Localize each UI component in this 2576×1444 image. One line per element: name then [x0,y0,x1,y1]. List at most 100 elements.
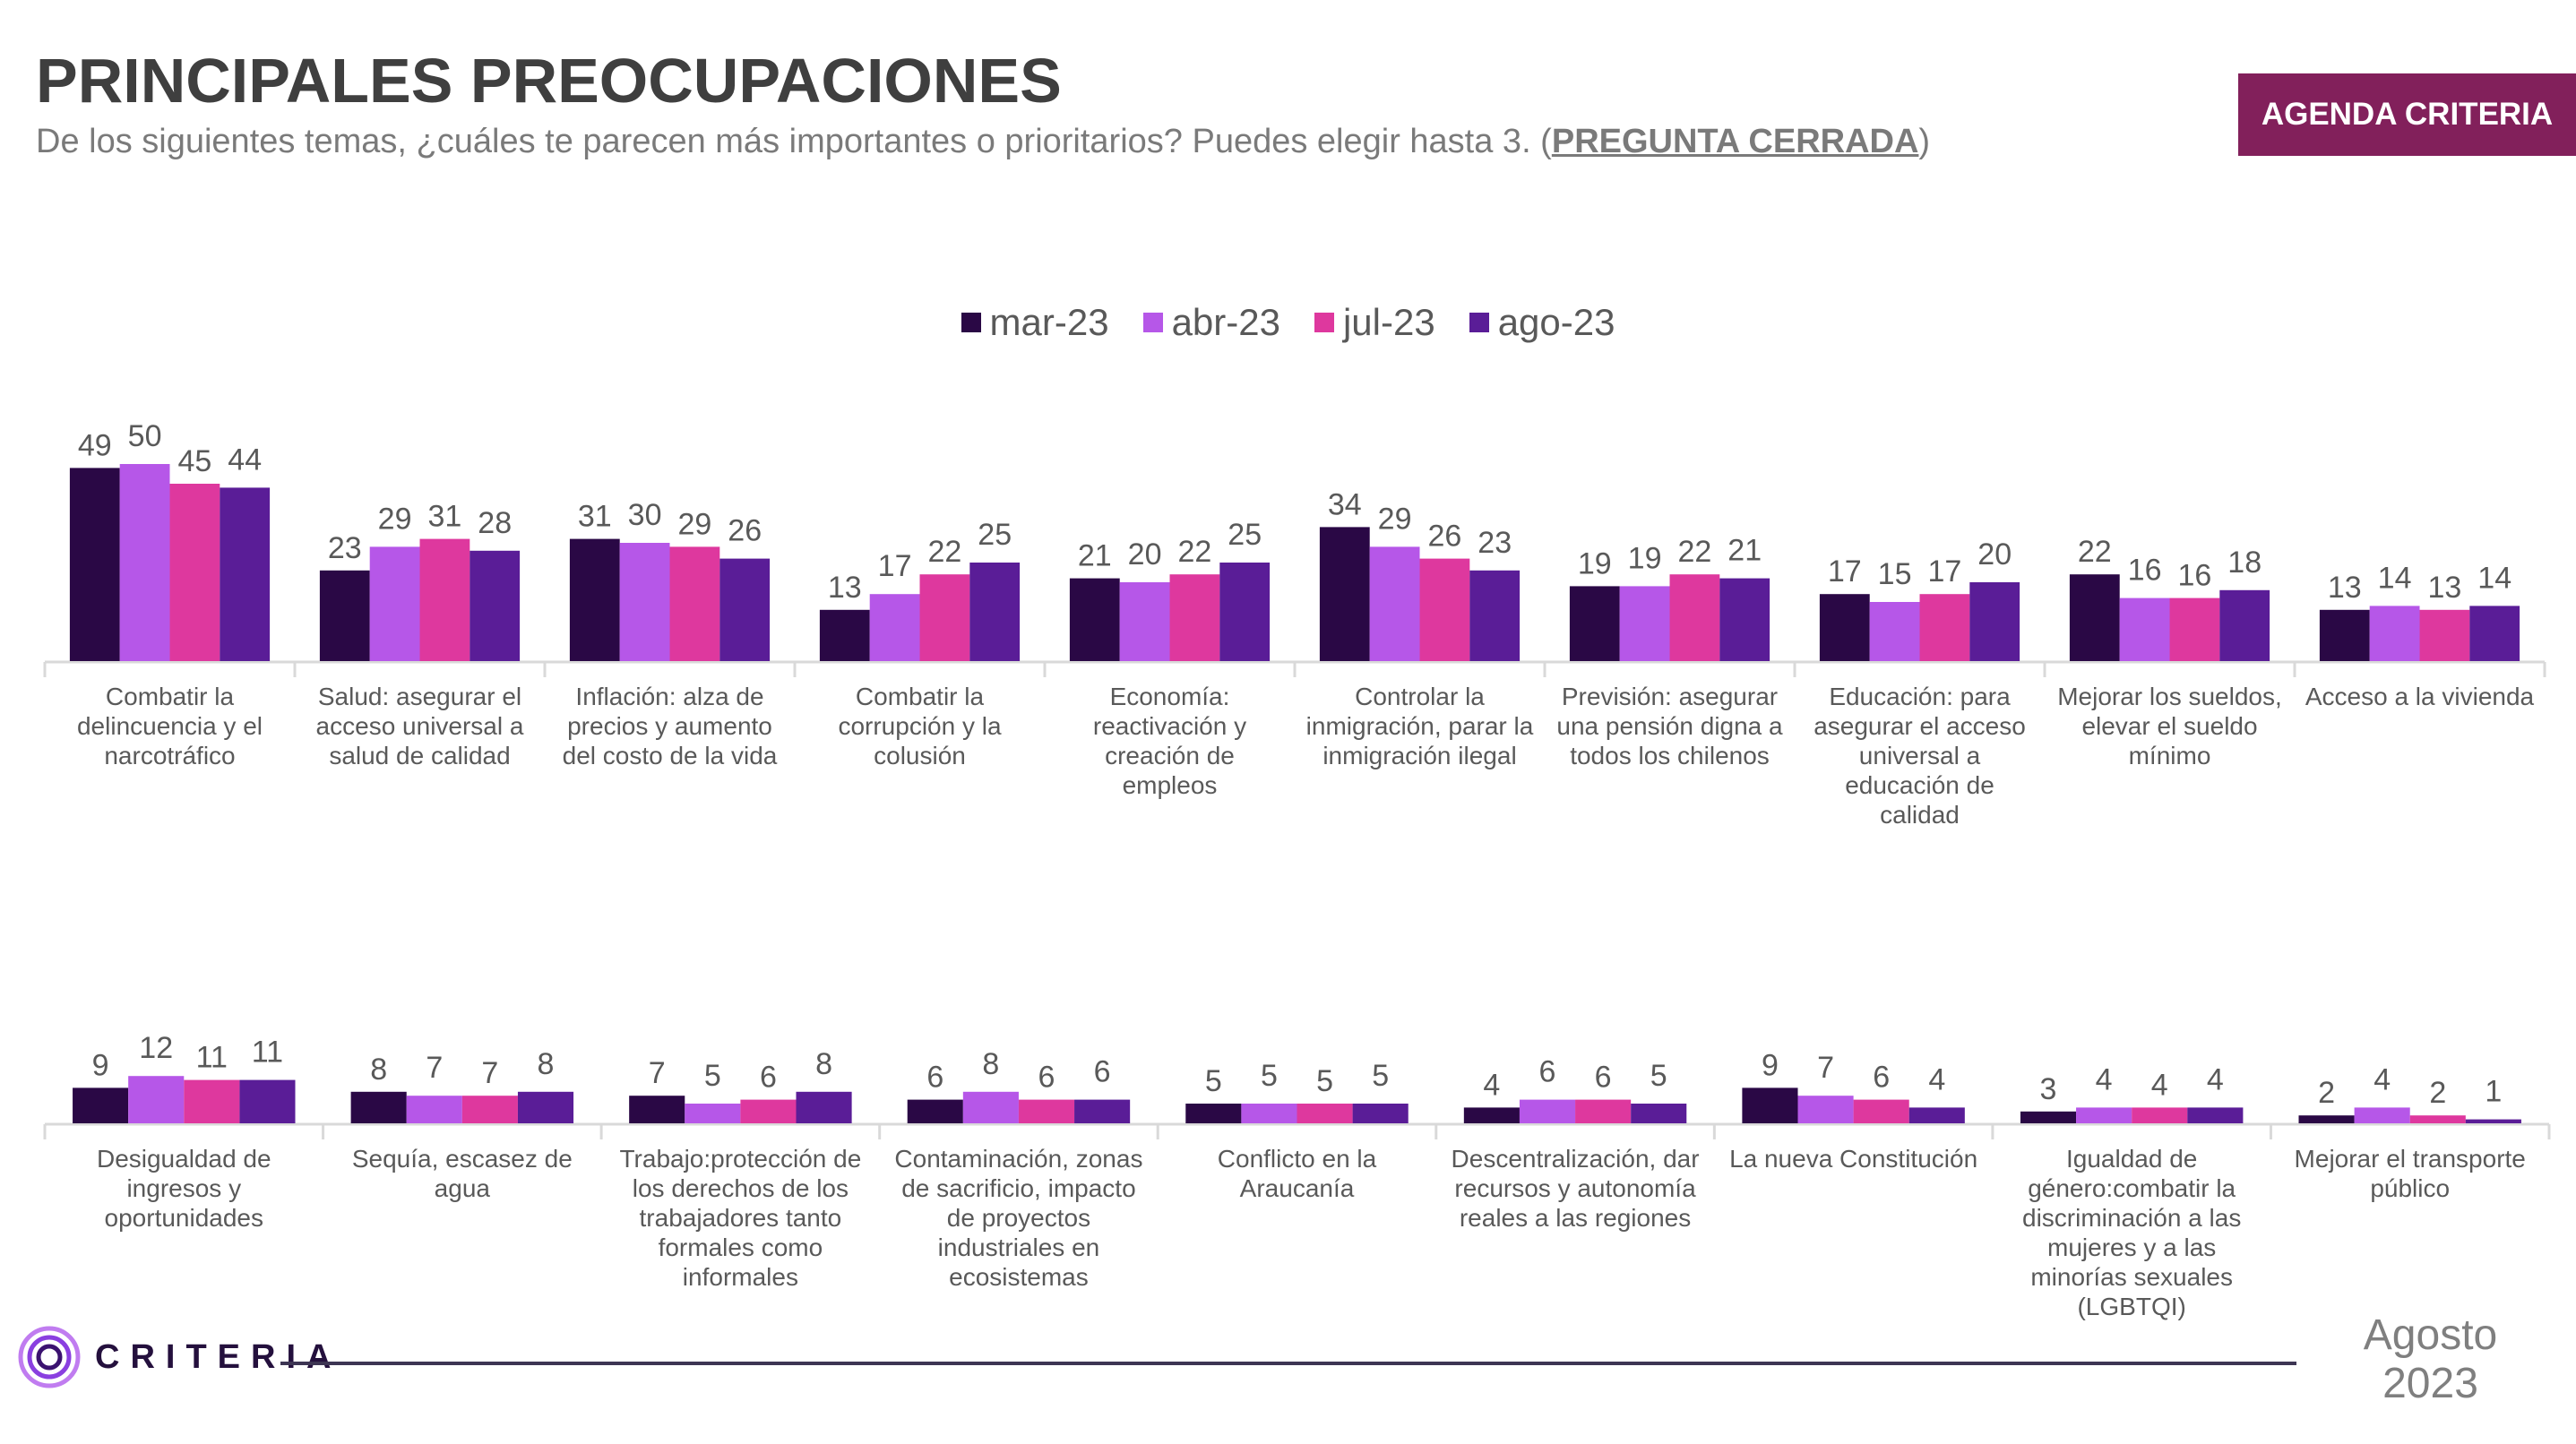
bar-abr-23 [369,546,420,661]
bar-jul-23 [1297,1104,1353,1123]
data-label: 8 [538,1047,555,1081]
bar-jul-23 [419,538,470,661]
data-label: 17 [1828,554,1862,589]
category-label-line: de sacrificio, impacto [901,1174,1135,1202]
bar-abr-23 [2076,1107,2132,1123]
category-label: Igualdad de género:combatir la discriminac… [2022,1145,2241,1320]
category-label-line: salud de calidad [329,742,510,769]
data-label: 4 [2374,1062,2391,1096]
category-label: Combatir la corrupción y la colusión [838,683,1002,769]
bar-abr-23 [619,543,670,661]
bar-ago-23 [1719,578,1770,661]
category-label-line: Mejorar el transporte [2295,1145,2526,1173]
data-label: 44 [228,443,262,477]
data-label: 29 [677,507,711,541]
question-text: De los siguientes temas, ¿cuáles te pare… [36,123,1552,160]
bar-mar-23 [1463,1107,1520,1123]
legend-swatch-jul-23 [1314,313,1334,332]
data-label: 15 [1878,557,1912,591]
bar-jul-23 [2419,609,2470,661]
bar-ago-23 [239,1079,296,1123]
bar-jul-23 [1919,594,1970,661]
bar-jul-23 [1169,574,1220,661]
data-label: 7 [1817,1051,1834,1085]
data-label: 11 [196,1041,228,1075]
bar-jul-23 [169,484,220,661]
category-label-line: formales como [659,1233,823,1261]
legend-label: abr-23 [1171,301,1280,343]
bar-mar-23 [69,468,120,661]
data-label: 6 [1038,1061,1055,1095]
data-label: 23 [1478,526,1512,560]
data-label: 1 [2485,1075,2502,1109]
data-label: 4 [2151,1068,2168,1102]
bar-ago-23 [1969,582,2020,661]
question-type: PREGUNTA CERRADA [1551,123,1919,160]
bar-jul-23 [1669,574,1720,661]
bar-abr-23 [406,1096,462,1123]
data-label: 22 [927,535,961,569]
bar-jul-23 [669,546,720,661]
category-label-line: Controlar la [1355,683,1485,710]
bar-abr-23 [869,594,920,661]
data-label: 20 [1128,537,1162,572]
category-label-line: corrupción y la [838,712,1002,740]
data-label: 12 [139,1031,173,1065]
criteria-logo-icon [18,1326,81,1388]
category-label-line: calidad [1880,801,1960,829]
footer-divider [280,1362,2296,1365]
category-label-line: La nueva Constitución [1729,1145,1977,1173]
criteria-logo: CRITERIA [16,1324,341,1390]
bar-ago-23 [1631,1104,1687,1123]
data-label: 13 [828,571,862,605]
category-label-line: Acceso a la vivienda [2305,683,2535,710]
bar-mar-23 [1319,527,1370,661]
category-label: Educación: para asegurar el acceso univers… [1814,683,2026,829]
bar-jul-23 [184,1079,240,1123]
data-label: 11 [252,1036,283,1070]
category-label: La nueva Constitución [1729,1145,1977,1173]
legend-swatch-abr-23 [1142,313,1163,332]
bar-jul-23 [919,574,970,661]
category-label-line: Educación: para [1829,683,2011,710]
category-label-line: Combatir la [106,683,235,710]
category-label-line: Conflicto en la [1218,1145,1377,1173]
bar-abr-23 [1519,1099,1576,1123]
category-label-line: Trabajo:protección de [619,1145,861,1173]
category-label: Combatir la delincuencia y el narcotráfico [77,683,263,769]
bar-ago-23 [1219,563,1271,661]
category-label-line: inmigración, parar la [1306,712,1534,740]
bar-ago-23 [796,1091,852,1123]
category-label-line: público [2370,1174,2450,1202]
data-label: 6 [1595,1061,1612,1095]
bar-ago-23 [517,1091,574,1123]
bar-jul-23 [2169,597,2220,661]
bar-ago-23 [1908,1107,1965,1123]
category-label-line: minorías sexuales [2030,1263,2233,1291]
category-label-line: creación de [1105,742,1235,769]
data-label: 4 [2207,1062,2224,1096]
category-label-line: trabajadores tanto [640,1204,842,1232]
bar-abr-23 [1869,602,1920,661]
bar-abr-23 [2354,1107,2410,1123]
data-label: 17 [878,549,912,583]
category-label: Economía: reactivación y creación de empleo… [1093,683,1246,799]
data-label: 5 [1261,1059,1278,1093]
data-label: 4 [1928,1062,1945,1096]
data-label: 29 [378,502,412,536]
category-label-line: empleos [1123,771,1218,799]
question-subtitle: De los siguientes temas, ¿cuáles te pare… [36,120,2007,163]
category-label-line: Contaminación, zonas [894,1145,1142,1173]
category-label-line: mínimo [2129,742,2211,769]
category-label: Mejorar los sueldos, elevar el sueldo míni… [2057,683,2282,769]
data-label: 22 [2078,535,2112,569]
bar-jul-23 [740,1099,797,1123]
data-label: 14 [2378,561,2412,595]
category-label-line: ingresos y [126,1174,241,1202]
data-label: 6 [1094,1055,1111,1089]
bar-abr-23 [1119,582,1170,661]
category-label-line: informales [683,1263,798,1291]
bar-mar-23 [319,570,370,661]
category-label-line: discriminación a las [2022,1204,2241,1232]
